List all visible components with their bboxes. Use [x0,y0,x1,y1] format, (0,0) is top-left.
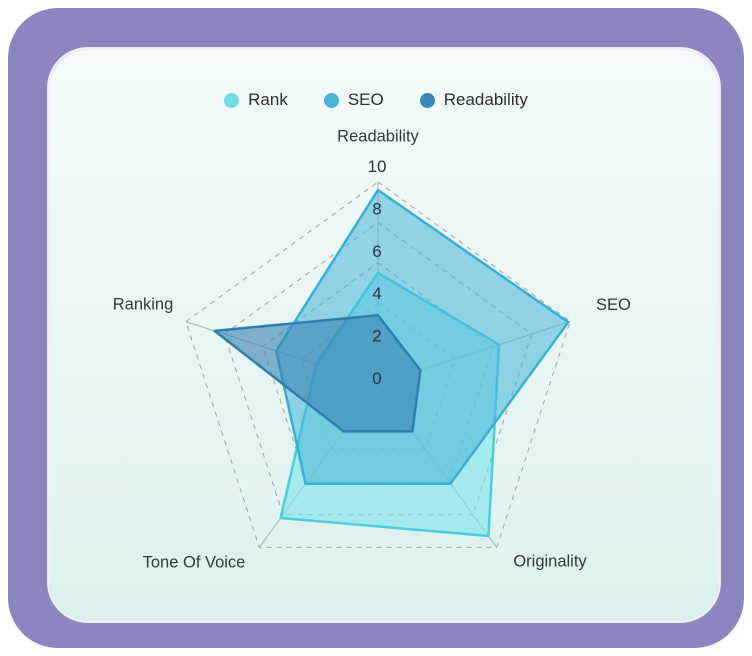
radial-tick-label: 2 [372,327,381,346]
radial-tick-label: 6 [372,242,381,261]
axis-label-ranking: Ranking [112,295,174,314]
axis-label-seo: SEO [596,296,631,314]
legend-item-readability[interactable]: Readability [419,90,528,110]
radial-tick-label: 8 [372,199,381,218]
rank-series-dot-icon [224,92,240,108]
legend-item-seo[interactable]: SEO [323,90,384,110]
series-readability-polygon [213,314,422,433]
axis-label-readability: Readability [337,127,419,146]
legend-item-rank[interactable]: Rank [224,90,288,110]
seo-series-dot-icon [323,92,339,108]
radial-tick-label: 10 [368,157,387,176]
legend-label: Rank [248,90,288,109]
axis-label-tone-of-voice: Tone Of Voice [142,553,246,572]
axis-label-originality: Originality [513,552,587,571]
chart-legend: Rank SEO Readability [0,90,752,110]
radial-tick-label: 4 [372,284,381,303]
readability-series-dot-icon [419,92,435,108]
legend-label: SEO [347,90,384,109]
legend-label: Readability [443,90,528,109]
radial-tick-label: 0 [372,369,381,388]
